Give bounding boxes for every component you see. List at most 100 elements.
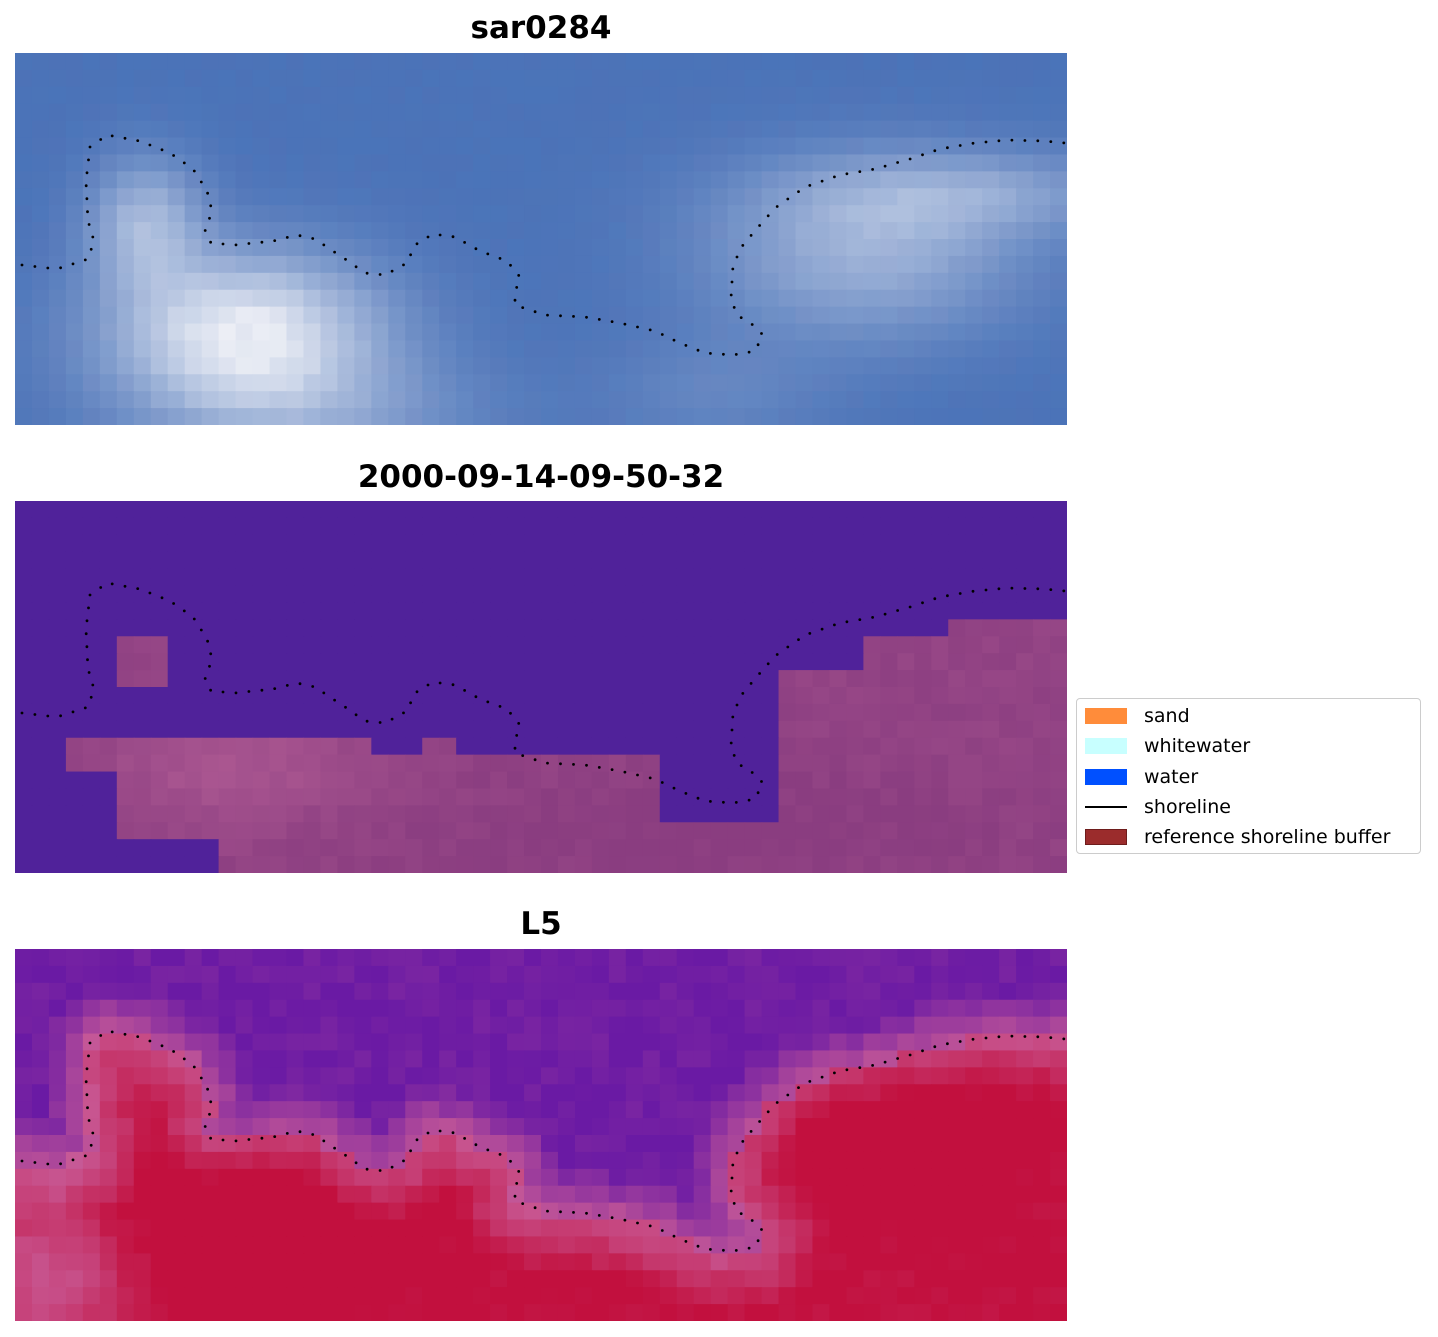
image-pixel	[490, 754, 508, 773]
image-pixel	[524, 737, 542, 756]
image-pixel	[778, 340, 797, 358]
shoreline-dot	[731, 715, 735, 719]
image-pixel	[1050, 636, 1067, 654]
shoreline-dot	[33, 1161, 37, 1164]
image-pixel	[1033, 306, 1051, 325]
image-pixel	[778, 1033, 797, 1052]
image-pixel	[744, 1084, 763, 1102]
shoreline-dot	[83, 706, 87, 710]
image-pixel	[252, 771, 271, 790]
image-pixel	[286, 670, 305, 688]
image-pixel	[880, 171, 898, 189]
image-pixel	[405, 1101, 423, 1119]
image-pixel	[557, 1135, 576, 1153]
image-pixel	[286, 255, 305, 274]
legend-label-water: water	[1144, 766, 1199, 788]
image-pixel	[557, 720, 576, 739]
shoreline-dot	[160, 1044, 164, 1048]
image-pixel	[439, 982, 457, 1001]
image-pixel	[914, 585, 932, 604]
image-pixel	[439, 323, 457, 342]
image-pixel	[184, 636, 203, 654]
shoreline-dot	[85, 1067, 89, 1071]
image-pixel	[897, 1304, 915, 1321]
shoreline-dot	[409, 1149, 412, 1153]
image-pixel	[133, 255, 152, 274]
image-pixel	[235, 222, 254, 240]
image-pixel	[931, 188, 949, 206]
image-pixel	[659, 205, 678, 223]
image-pixel	[269, 1287, 288, 1305]
image-pixel	[948, 255, 966, 274]
image-pixel	[354, 1151, 372, 1170]
image-pixel	[388, 69, 406, 88]
image-pixel	[286, 788, 305, 806]
image-pixel	[405, 374, 423, 392]
image-pixel	[1033, 805, 1051, 823]
image-pixel	[422, 822, 440, 840]
image-pixel	[456, 602, 474, 620]
image-pixel	[761, 239, 780, 257]
image-pixel	[761, 1135, 780, 1153]
shoreline-dot	[1010, 138, 1014, 142]
image-pixel	[999, 103, 1017, 122]
image-pixel	[388, 568, 406, 587]
image-pixel	[320, 255, 338, 274]
image-pixel	[608, 771, 627, 790]
image-pixel	[829, 53, 848, 71]
image-pixel	[320, 551, 338, 570]
image-pixel	[557, 1101, 576, 1119]
image-pixel	[676, 69, 695, 88]
image-pixel	[286, 1151, 305, 1170]
image-pixel	[642, 822, 661, 840]
image-pixel	[456, 1236, 474, 1254]
image-pixel	[99, 1033, 118, 1052]
image-pixel	[422, 69, 440, 88]
image-pixel	[422, 1168, 440, 1187]
image-pixel	[948, 1287, 966, 1305]
image-pixel	[303, 653, 322, 671]
image-pixel	[812, 653, 831, 671]
image-pixel	[625, 255, 644, 274]
image-pixel	[982, 670, 1000, 688]
image-pixel	[48, 619, 67, 637]
image-pixel	[608, 239, 627, 257]
shoreline-dot	[946, 146, 949, 150]
image-pixel	[15, 1067, 33, 1085]
image-pixel	[507, 1202, 525, 1221]
image-pixel	[286, 188, 305, 206]
image-pixel	[48, 1304, 67, 1321]
image-pixel	[354, 1236, 372, 1254]
image-pixel	[1050, 1287, 1067, 1305]
image-pixel	[82, 1219, 101, 1238]
image-pixel	[235, 1084, 254, 1102]
shoreline-dot	[298, 1130, 302, 1134]
image-pixel	[914, 137, 932, 156]
image-pixel	[541, 154, 559, 172]
image-pixel	[693, 1304, 712, 1321]
image-pixel	[863, 805, 881, 823]
image-pixel	[982, 687, 1000, 705]
image-pixel	[116, 1270, 135, 1288]
image-pixel	[744, 1287, 763, 1305]
image-pixel	[235, 357, 254, 375]
shoreline-dot	[521, 754, 525, 757]
image-pixel	[1016, 1219, 1034, 1238]
image-pixel	[795, 1270, 814, 1288]
legend-label-whitewater: whitewater	[1144, 735, 1251, 757]
image-pixel	[880, 1185, 898, 1204]
image-pixel	[48, 501, 67, 519]
image-pixel	[405, 965, 423, 984]
image-pixel	[897, 856, 915, 873]
image-pixel	[507, 1168, 525, 1187]
image-pixel	[999, 306, 1017, 325]
image-pixel	[201, 737, 220, 756]
image-pixel	[116, 1135, 135, 1153]
image-pixel	[252, 839, 271, 857]
image-pixel	[761, 53, 780, 71]
image-pixel	[524, 551, 542, 570]
image-pixel	[965, 501, 983, 519]
image-pixel	[659, 391, 678, 409]
image-pixel	[608, 737, 627, 756]
image-pixel	[490, 517, 508, 536]
